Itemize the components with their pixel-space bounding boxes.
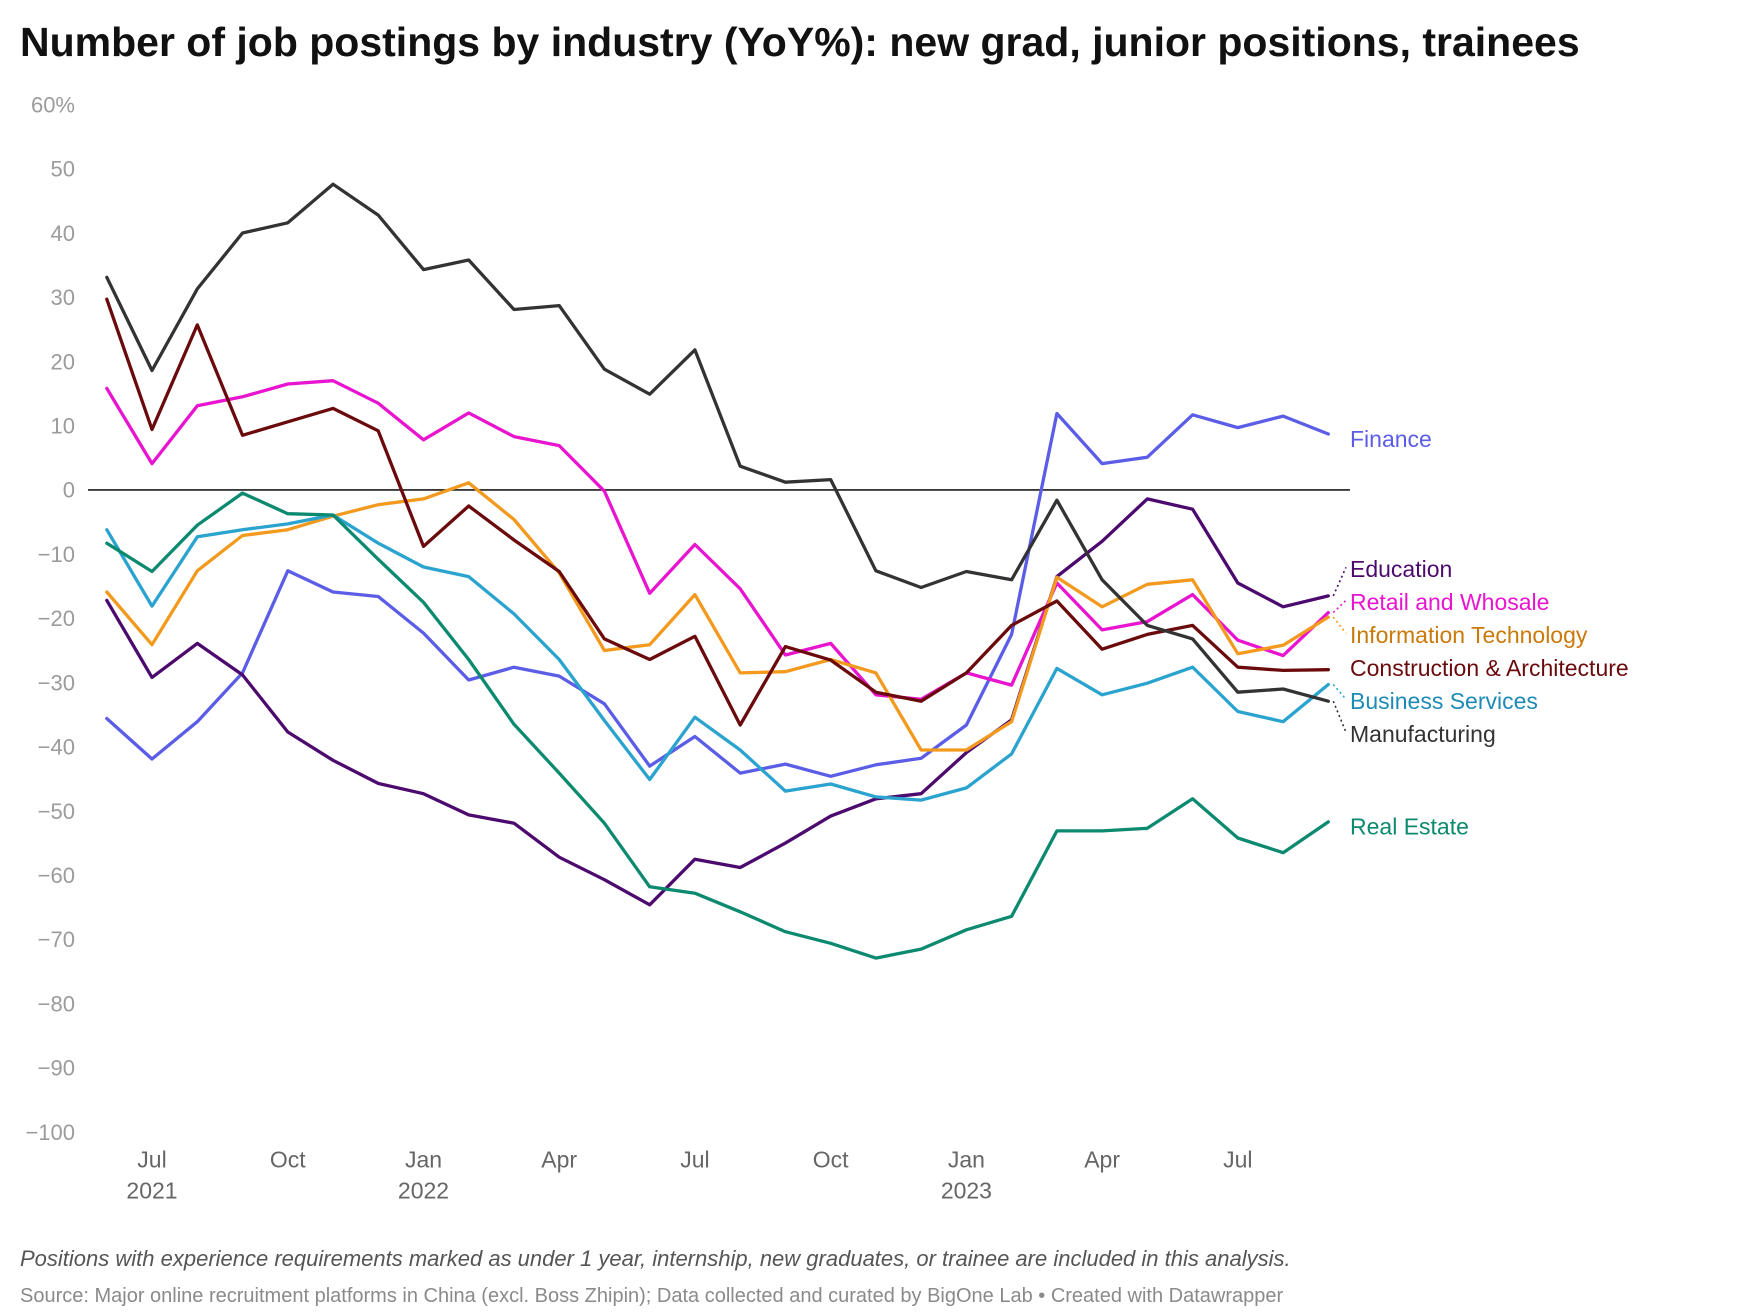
y-tick-label: 40 [51, 221, 75, 246]
y-tick-label: 10 [51, 414, 75, 439]
label-connector-business-services [1332, 683, 1347, 700]
x-tick-year-label: 2021 [126, 1178, 177, 1204]
label-connector-education [1332, 566, 1347, 597]
series-line-construction-and-architecture [105, 297, 1330, 727]
x-tick-label: Jul [680, 1147, 709, 1173]
y-tick-label: 30 [51, 285, 75, 310]
chart-title: Number of job postings by industry (YoY%… [20, 19, 1580, 65]
series-label-manufacturing: Manufacturing [1350, 721, 1496, 747]
y-tick-label: −40 [38, 735, 75, 760]
label-connector-manufacturing [1332, 700, 1347, 733]
series-label-finance: Finance [1350, 426, 1432, 452]
series-points [104, 181, 1332, 961]
y-tick-label: 20 [51, 349, 75, 374]
series-label-real-estate: Real Estate [1350, 814, 1469, 840]
series-line-retail-and-whosale [105, 379, 1330, 701]
y-tick-label: −10 [38, 542, 75, 567]
x-tick-label: Jul [137, 1147, 166, 1173]
y-tick-label: 60% [31, 92, 75, 117]
x-tick-year-label: 2022 [398, 1178, 449, 1204]
series-line-finance [105, 411, 1330, 778]
label-connector-retail-and-whosale [1332, 599, 1347, 614]
x-axis: Jul 2021 Oct Jan 2022 Apr Jul Oct Jan 2023 Apr Jul [126, 1147, 1252, 1204]
series-label-retail-and-whosale: Retail and Whosale [1350, 589, 1549, 615]
series-labels: Finance Education Retail and Whosale Inform… [1350, 426, 1629, 840]
x-tick-label: Jul [1223, 1147, 1252, 1173]
y-tick-label: −20 [38, 606, 75, 631]
series-label-education: Education [1350, 556, 1452, 582]
label-connectors [1332, 566, 1347, 733]
y-tick-label: 0 [63, 478, 75, 503]
y-tick-label: −90 [38, 1056, 75, 1081]
y-tick-label: −50 [38, 799, 75, 824]
y-tick-label: −80 [38, 992, 75, 1017]
y-tick-label: 50 [51, 157, 75, 182]
x-tick-label: Apr [541, 1147, 577, 1173]
series-label-business-services: Business Services [1350, 688, 1538, 714]
series-label-construction-and-architecture: Construction & Architecture [1350, 655, 1629, 681]
y-tick-label: −60 [38, 863, 75, 888]
y-tick-label: −30 [38, 670, 75, 695]
series-label-information-technology: Information Technology [1350, 622, 1588, 648]
chart-source: Source: Major online recruitment platfor… [20, 1285, 1284, 1307]
x-tick-label: Apr [1084, 1147, 1120, 1173]
x-tick-year-label: 2023 [941, 1178, 992, 1204]
x-tick-label: Jan [948, 1147, 985, 1173]
series-line-manufacturing [105, 182, 1330, 703]
series-line-education [105, 497, 1330, 907]
chart-footnote: Positions with experience requirements m… [20, 1246, 1291, 1271]
x-tick-label: Jan [405, 1147, 442, 1173]
series-lines [105, 182, 1330, 960]
series-line-real-estate [105, 491, 1330, 960]
label-connector-information-technology [1332, 616, 1347, 634]
x-tick-label: Oct [813, 1147, 849, 1173]
y-axis: 60% 50 40 30 20 10 0 −10 −20 −30 −40 −50 −60 −70 −80 −9… [25, 92, 75, 1145]
series-line-business-services [105, 513, 1330, 802]
y-tick-label: −100 [25, 1120, 75, 1145]
series-line-information-technology [105, 481, 1330, 752]
y-tick-label: −70 [38, 927, 75, 952]
x-tick-label: Oct [270, 1147, 306, 1173]
